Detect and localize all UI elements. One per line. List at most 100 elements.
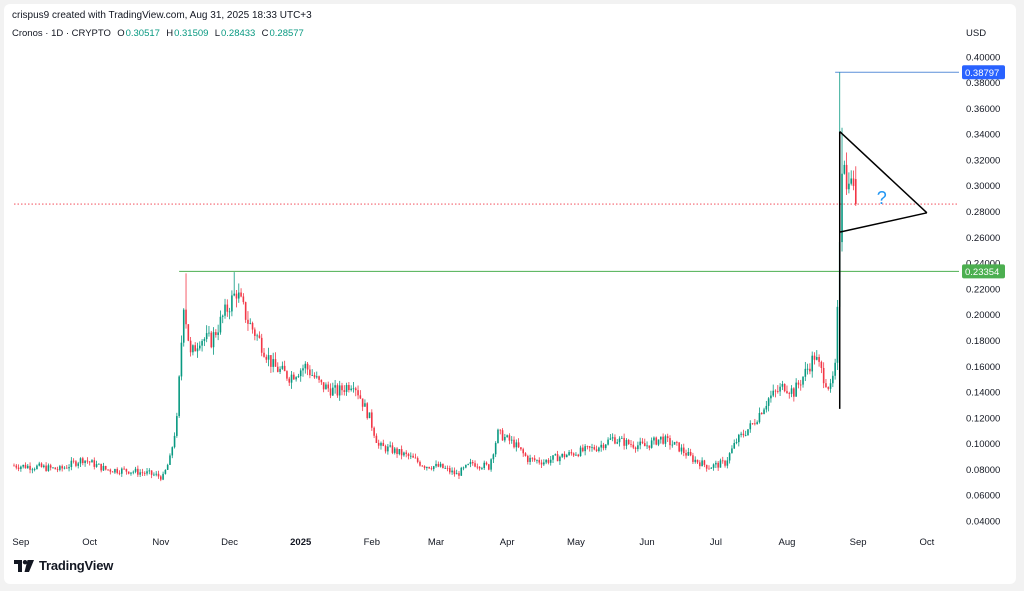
candle-90 xyxy=(219,310,222,335)
candle-17 xyxy=(52,467,54,469)
candle-139 xyxy=(332,382,334,397)
candle-54 xyxy=(137,465,139,477)
candle-136 xyxy=(325,382,327,390)
candle-89 xyxy=(217,324,219,341)
candle-182 xyxy=(430,466,433,471)
x-tick-label: 2025 xyxy=(290,537,312,548)
y-tick-label: 0.30000 xyxy=(966,181,1000,192)
candle-72 xyxy=(178,375,180,418)
candle-19 xyxy=(56,466,59,473)
candle-185 xyxy=(437,461,440,468)
candle-283 xyxy=(662,433,664,445)
candle-94 xyxy=(228,307,231,320)
candle-164 xyxy=(389,441,391,448)
candle-221 xyxy=(520,447,522,451)
candle-220 xyxy=(517,438,520,449)
candle-258 xyxy=(604,443,607,451)
candle-282 xyxy=(660,436,662,444)
price-chart[interactable]: ? 0.400000.380000.360000.340000.320000.3… xyxy=(4,4,1016,584)
candle-184 xyxy=(435,460,437,468)
candle-205 xyxy=(483,460,486,470)
candle-103 xyxy=(249,318,252,325)
candle-68 xyxy=(169,453,171,466)
pennant-upper-line xyxy=(839,131,928,214)
candle-92 xyxy=(224,298,226,319)
candle-288 xyxy=(673,441,676,445)
candle-197 xyxy=(465,464,467,469)
candle-133 xyxy=(318,375,320,383)
y-tick-label: 0.20000 xyxy=(966,310,1000,321)
candle-346 xyxy=(806,363,809,375)
candle-47 xyxy=(121,467,123,477)
candle-28 xyxy=(77,461,80,469)
candle-3 xyxy=(20,465,22,472)
candle-80 xyxy=(196,342,199,358)
candle-326 xyxy=(760,412,763,415)
candle-332 xyxy=(774,389,777,398)
candle-13 xyxy=(43,464,45,469)
candle-39 xyxy=(102,462,105,471)
candle-316 xyxy=(738,433,740,447)
candle-321 xyxy=(749,420,752,433)
candle-323 xyxy=(754,418,756,426)
candle-315 xyxy=(735,438,738,445)
candle-275 xyxy=(643,438,646,447)
candle-240 xyxy=(563,451,566,460)
candle-119 xyxy=(286,370,288,381)
price-axis[interactable]: 0.40000 0.38000 0.36000 0.34000 0.32000 0.300… xyxy=(966,52,1000,527)
candle-78 xyxy=(192,344,194,356)
candle-245 xyxy=(575,452,577,457)
candle-145 xyxy=(345,382,348,396)
candle-40 xyxy=(104,465,107,471)
candle-15 xyxy=(47,463,50,472)
candle-365 xyxy=(850,170,852,186)
time-axis[interactable]: Sep Oct Nov Dec 2025 Feb Mar Apr May Jun Jul Aug Sep… xyxy=(12,537,934,548)
candle-168 xyxy=(398,449,401,456)
tradingview-logo[interactable]: TradingView xyxy=(14,558,113,573)
candle-120 xyxy=(288,376,291,386)
candle-156 xyxy=(371,409,373,431)
symbol-label[interactable]: Cronos · 1D · CRYPTO xyxy=(12,28,111,39)
candle-108 xyxy=(260,333,263,357)
candle-99 xyxy=(240,288,242,298)
candle-276 xyxy=(646,441,648,450)
candle-50 xyxy=(127,471,130,475)
candle-130 xyxy=(311,369,313,376)
candle-31 xyxy=(84,460,86,467)
candle-256 xyxy=(600,440,602,452)
candle-291 xyxy=(680,444,683,455)
x-tick-label: Aug xyxy=(779,537,796,548)
candle-222 xyxy=(522,447,525,457)
candles xyxy=(13,72,857,482)
candle-213 xyxy=(501,428,504,441)
candle-117 xyxy=(281,361,284,370)
candle-242 xyxy=(568,450,570,456)
candle-319 xyxy=(744,430,747,437)
candle-338 xyxy=(788,391,791,399)
candle-327 xyxy=(763,407,765,415)
pennant-annotation: ? xyxy=(838,131,928,409)
candle-247 xyxy=(579,445,582,457)
candle-146 xyxy=(348,382,350,393)
candle-154 xyxy=(366,402,369,420)
candle-150 xyxy=(357,385,359,400)
price-label-text: 0.38797 xyxy=(965,68,999,79)
candle-212 xyxy=(499,429,502,435)
candle-358 xyxy=(834,358,836,380)
tradingview-logo-icon xyxy=(14,559,34,572)
candle-165 xyxy=(391,442,394,455)
chart-card: crispus9 created with TradingView.com, A… xyxy=(4,4,1016,584)
candle-64 xyxy=(159,475,162,482)
candle-274 xyxy=(641,438,644,445)
open-value: 0.30517 xyxy=(125,28,160,39)
candle-268 xyxy=(627,438,630,446)
candle-216 xyxy=(508,433,511,445)
candle-299 xyxy=(699,460,701,470)
candle-22 xyxy=(63,466,66,470)
x-tick-label: Feb xyxy=(364,537,380,548)
candle-198 xyxy=(467,463,469,466)
candle-105 xyxy=(254,327,256,341)
candle-180 xyxy=(426,466,428,471)
candle-257 xyxy=(602,442,605,451)
candle-169 xyxy=(400,445,403,460)
